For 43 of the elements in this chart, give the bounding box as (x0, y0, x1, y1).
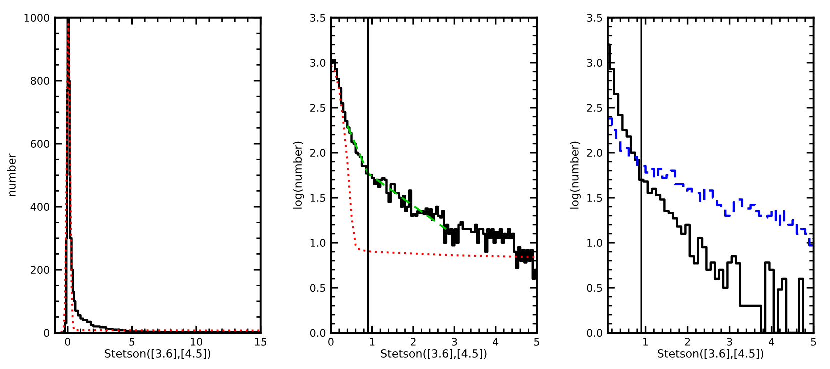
y-tick-label: 0.0 (587, 329, 602, 338)
y-tick-label: 600 (31, 140, 50, 148)
x-axis-title: Stetson([3.6],[4.5]) (105, 349, 211, 360)
y-tick-label: 200 (31, 266, 50, 274)
y-tick-label: 3.0 (310, 59, 326, 67)
y-tick-label: 2.5 (310, 104, 326, 112)
y-axis-title: log(number) (570, 142, 581, 209)
y-tick-label: 1.0 (588, 239, 602, 248)
y-axis-title: number (7, 154, 16, 196)
y-tick-label: 800 (30, 77, 50, 85)
x-tick-label: 2 (685, 338, 690, 346)
x-tick-label: 3 (727, 338, 732, 346)
y-tick-label: 0.0 (310, 329, 326, 338)
y-tick-label: 2.0 (310, 149, 326, 158)
y-tick-label: 0.5 (310, 284, 326, 292)
x-axis-title: Stetson([3.6],[4.5]) (381, 349, 487, 360)
y-tick-label: 3.5 (310, 14, 326, 22)
x-tick-label: 15 (255, 338, 267, 346)
y-tick-label: 1.5 (588, 194, 602, 202)
y-tick-label: 400 (30, 203, 50, 212)
x-tick-label: 0 (65, 338, 71, 346)
y-tick-label: 1.5 (310, 194, 326, 202)
x-tick-label: 4 (769, 338, 775, 346)
x-tick-label: 5 (811, 338, 816, 346)
y-tick-label: 1000 (24, 14, 50, 22)
y-tick-label: 0 (44, 329, 50, 338)
y-tick-label: 0.5 (587, 284, 602, 292)
x-axis-title: Stetson([3.6],[4.5]) (658, 349, 764, 360)
y-tick-label: 1.0 (310, 239, 326, 248)
x-tick-label: 3 (452, 338, 458, 346)
y-tick-label: 3.0 (587, 59, 602, 67)
y-tick-label: 2.0 (587, 149, 602, 158)
x-tick-label: 1 (370, 338, 375, 346)
x-tick-label: 2 (410, 338, 416, 346)
y-tick-label: 3.5 (587, 14, 602, 22)
x-tick-label: 4 (493, 338, 499, 346)
x-tick-label: 5 (130, 338, 135, 346)
y-axis-title: log(number) (293, 142, 304, 209)
x-tick-label: 5 (534, 338, 540, 346)
x-tick-label: 10 (191, 338, 202, 346)
x-tick-label: 1 (644, 338, 648, 346)
y-tick-label: 2.5 (587, 104, 602, 112)
x-tick-label: 0 (328, 338, 334, 346)
